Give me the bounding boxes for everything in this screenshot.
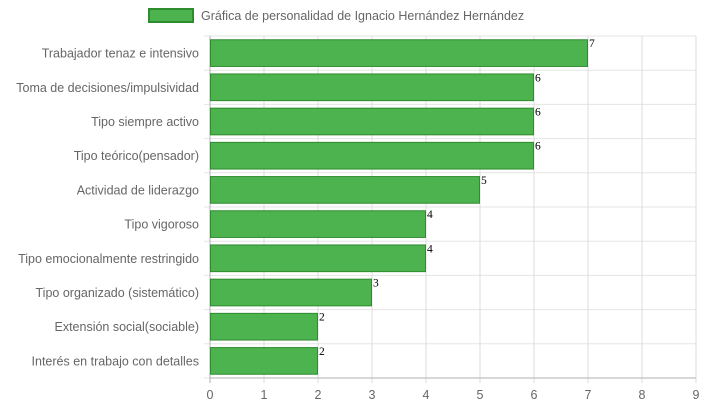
bar	[210, 312, 318, 341]
data-label: 6	[535, 141, 541, 153]
data-label: 7	[589, 38, 595, 50]
category-label: Tipo teórico(pensador)	[74, 149, 199, 163]
bars	[210, 39, 588, 375]
x-tick-label: 2	[315, 388, 322, 402]
data-label: 4	[427, 243, 433, 255]
category-label: Tipo organizado (sistemático)	[36, 286, 200, 300]
legend[interactable]: Gráfica de personalidad de Ignacio Herná…	[148, 8, 524, 23]
category-label: Actividad de liderazgo	[77, 183, 199, 197]
data-label: 6	[535, 107, 541, 119]
data-label: 2	[319, 312, 325, 324]
x-tick-label: 1	[261, 388, 268, 402]
bar	[210, 107, 534, 136]
data-labels: 7 6 6 6 5 4 4 3 2 2	[319, 38, 595, 358]
x-tick-label: 3	[369, 388, 376, 402]
data-label: 3	[373, 278, 379, 290]
data-label: 5	[481, 175, 487, 187]
bar	[210, 244, 426, 273]
x-tick-label: 5	[477, 388, 484, 402]
x-tick-label: 0	[207, 388, 214, 402]
bar	[210, 210, 426, 238]
data-label: 2	[319, 346, 325, 358]
legend-swatch[interactable]	[148, 8, 194, 23]
category-label: Toma de decisiones/impulsividad	[16, 81, 199, 95]
data-label: 4	[427, 209, 433, 221]
category-label: Tipo siempre activo	[91, 115, 199, 129]
bar	[210, 176, 480, 204]
category-label: Trabajador tenaz e intensivo	[42, 47, 199, 61]
category-label: Tipo vigoroso	[124, 218, 199, 232]
x-tick-label: 6	[531, 388, 538, 402]
bar	[210, 73, 534, 102]
bar	[210, 39, 588, 67]
x-tick-label: 4	[423, 388, 430, 402]
x-tick-label: 8	[639, 388, 646, 402]
category-labels: Trabajador tenaz e intensivo Toma de deci…	[16, 47, 199, 369]
x-axis: 0 1 2 3 4 5 6 7 8 9	[207, 388, 700, 402]
x-tick-label: 9	[693, 388, 700, 402]
bar	[210, 141, 534, 170]
x-tick-label: 7	[585, 388, 592, 402]
legend-label[interactable]: Gráfica de personalidad de Ignacio Herná…	[201, 9, 524, 23]
bar	[210, 278, 372, 307]
category-label: Interés en trabajo con detalles	[32, 354, 199, 368]
data-label: 6	[535, 72, 541, 84]
bar	[210, 347, 318, 375]
category-label: Tipo emocionalmente restringido	[18, 252, 199, 266]
category-label: Extensión social(sociable)	[54, 320, 199, 334]
